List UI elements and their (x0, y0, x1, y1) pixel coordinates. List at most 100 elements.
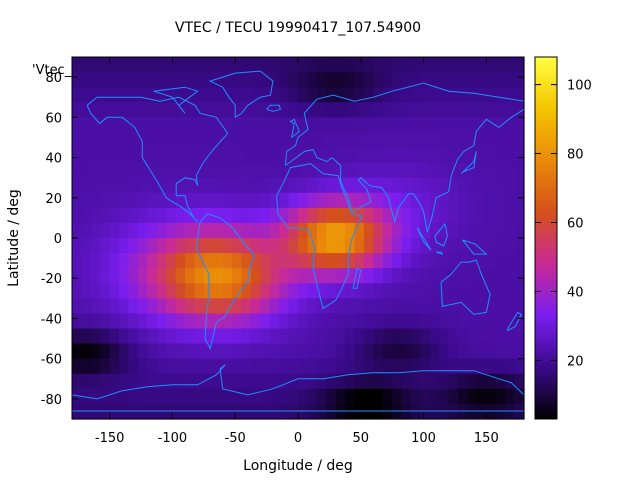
heatmap-cell (194, 358, 205, 375)
heatmap-cell (316, 132, 327, 149)
heatmap-cell (128, 298, 139, 315)
heatmap-cell (72, 253, 83, 269)
heatmap-cell (175, 117, 186, 134)
heatmap-cell (90, 253, 101, 269)
heatmap-cell (467, 283, 478, 299)
heatmap-cell (420, 132, 431, 149)
heatmap-cell (335, 87, 346, 103)
heatmap-cell (439, 283, 450, 299)
heatmap-cell (307, 283, 318, 299)
heatmap-cell (363, 313, 374, 330)
heatmap-cell (72, 373, 83, 390)
heatmap-cell (128, 268, 139, 284)
heatmap-cell (354, 192, 365, 209)
heatmap-cell (185, 117, 196, 134)
heatmap-cell (363, 102, 374, 118)
heatmap-cell (307, 298, 318, 315)
heatmap-cell (232, 373, 243, 390)
heatmap-cell (203, 177, 214, 194)
heatmap-cell (307, 147, 318, 164)
heatmap-cell (363, 207, 374, 224)
heatmap-cell (137, 117, 148, 134)
heatmap-cell (486, 343, 497, 360)
heatmap-cell (288, 268, 299, 284)
heatmap-cell (175, 373, 186, 390)
heatmap-cell (363, 72, 374, 88)
heatmap-cell (128, 147, 139, 164)
heatmap-cell (213, 403, 224, 420)
x-tick-label: 150 (474, 431, 499, 446)
heatmap-cell (213, 283, 224, 299)
heatmap-cell (279, 102, 290, 118)
heatmap-cell (279, 373, 290, 390)
heatmap-cell (335, 222, 346, 239)
heatmap-cell (269, 177, 280, 194)
heatmap-cell (335, 388, 346, 405)
heatmap-cell (307, 87, 318, 103)
heatmap-cell (269, 87, 280, 103)
heatmap-cell (326, 283, 337, 299)
heatmap-cell (326, 343, 337, 360)
heatmap-cell (90, 222, 101, 239)
heatmap-cell (458, 238, 469, 254)
heatmap-cell (486, 238, 497, 254)
heatmap-cell (476, 358, 487, 375)
heatmap-cell (175, 222, 186, 239)
heatmap-cell (326, 117, 337, 134)
heatmap-cell (109, 358, 120, 375)
heatmap-cell (363, 253, 374, 269)
heatmap-cell (81, 132, 92, 149)
heatmap-cell (81, 177, 92, 194)
heatmap-cell (100, 147, 111, 164)
heatmap-cell (213, 147, 224, 164)
heatmap-cell (222, 268, 233, 284)
coastline (460, 151, 477, 174)
heatmap-cell (354, 177, 365, 194)
heatmap-cell (382, 117, 393, 134)
heatmap-cell (448, 117, 459, 134)
heatmap-cell (269, 373, 280, 390)
heatmap-cell (382, 192, 393, 209)
heatmap-cell (476, 147, 487, 164)
heatmap-cell (345, 403, 356, 420)
heatmap-cell (505, 388, 516, 405)
heatmap-cell (128, 313, 139, 330)
heatmap-cell (495, 373, 506, 390)
heatmap-cell (166, 102, 177, 118)
heatmap-cell (185, 72, 196, 88)
heatmap-cell (90, 373, 101, 390)
heatmap-cell (147, 238, 158, 254)
heatmap-cell (119, 373, 130, 390)
heatmap-cell (232, 358, 243, 375)
heatmap-cell (476, 162, 487, 179)
heatmap-cell (260, 373, 271, 390)
heatmap-cell (495, 162, 506, 179)
coastline-overlay (71, 70, 525, 412)
heatmap-cell (345, 147, 356, 164)
heatmap-cell (335, 57, 346, 73)
heatmap-cell (411, 147, 422, 164)
heatmap-cell (392, 192, 403, 209)
key-label: 'Vtec_ (32, 63, 72, 78)
heatmap-cell (448, 328, 459, 345)
heatmap-cells (72, 57, 525, 420)
heatmap-cell (392, 253, 403, 269)
heatmap-cell (90, 358, 101, 375)
heatmap-cell (81, 313, 92, 330)
heatmap-cell (316, 373, 327, 390)
heatmap-cell (505, 222, 516, 239)
heatmap-cell (486, 358, 497, 375)
heatmap-cell (458, 343, 469, 360)
heatmap-cell (514, 147, 525, 164)
heatmap-cell (119, 102, 130, 118)
heatmap-cell (109, 313, 120, 330)
heatmap-cell (467, 222, 478, 239)
heatmap-cell (448, 238, 459, 254)
heatmap-cell (128, 72, 139, 88)
heatmap-cell (222, 343, 233, 360)
coastline (208, 70, 274, 118)
heatmap-cell (128, 192, 139, 209)
heatmap-cell (458, 268, 469, 284)
heatmap-cell (439, 238, 450, 254)
heatmap-cell (166, 222, 177, 239)
